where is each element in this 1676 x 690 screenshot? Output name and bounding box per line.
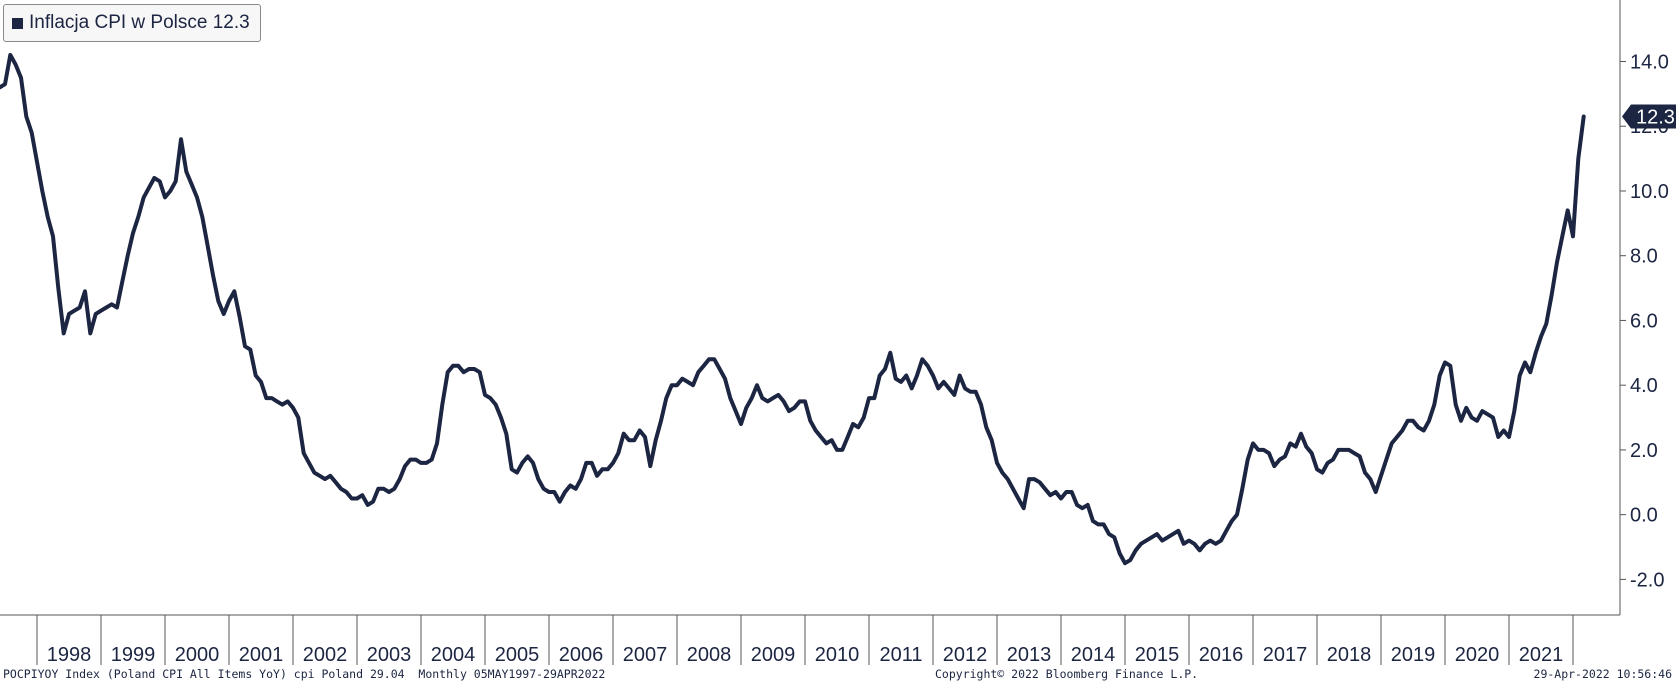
last-value-label: 12.3 [1636,107,1675,129]
x-tick-label: 2001 [239,644,284,666]
legend: Inflacja CPI w Polsce 12.3 [3,4,261,42]
x-tick-label: 2015 [1135,644,1180,666]
y-tick-label: 10.0 [1630,181,1669,203]
x-tick-label: 2010 [815,644,860,666]
x-tick-label: 2011 [879,644,922,666]
x-tick-label: 2016 [1199,644,1244,666]
x-tick-label: 2002 [303,644,348,666]
x-tick-label: 2008 [687,644,732,666]
x-tick-label: 2005 [495,644,540,666]
y-tick-label: 2.0 [1630,440,1658,462]
y-tick-label: 8.0 [1630,246,1658,268]
footer-copyright: Copyright© 2022 Bloomberg Finance L.P. [935,667,1198,681]
legend-swatch [12,18,23,29]
x-tick-label: 2020 [1455,644,1500,666]
legend-label: Inflacja CPI w Polsce 12.3 [29,12,250,34]
footer-source: POCPIYOY Index (Poland CPI All Items YoY… [3,667,605,681]
x-tick-label: 2013 [1007,644,1052,666]
x-tick-label: 2003 [367,644,412,666]
x-tick-label: 2018 [1327,644,1372,666]
x-tick-label: 2017 [1263,644,1308,666]
y-tick-label: -2.0 [1630,569,1664,591]
x-tick-label: 2006 [559,644,604,666]
y-tick-label: 14.0 [1630,52,1669,74]
series-line [0,55,1584,563]
x-tick-label: 2004 [431,644,476,666]
x-tick-label: 2009 [751,644,796,666]
x-tick-label: 2000 [175,644,220,666]
x-tick-label: 2007 [623,644,668,666]
x-tick-label: 1999 [111,644,156,666]
x-tick-label: 2012 [943,644,988,666]
x-tick-label: 2019 [1391,644,1436,666]
y-tick-label: 0.0 [1630,505,1658,527]
footer-timestamp: 29-Apr-2022 10:56:46 [1534,667,1672,681]
y-tick-label: 4.0 [1630,375,1658,397]
x-tick-label: 1998 [47,644,92,666]
x-tick-label: 2014 [1071,644,1116,666]
y-tick-label: 6.0 [1630,310,1658,332]
x-tick-label: 2021 [1519,644,1564,666]
